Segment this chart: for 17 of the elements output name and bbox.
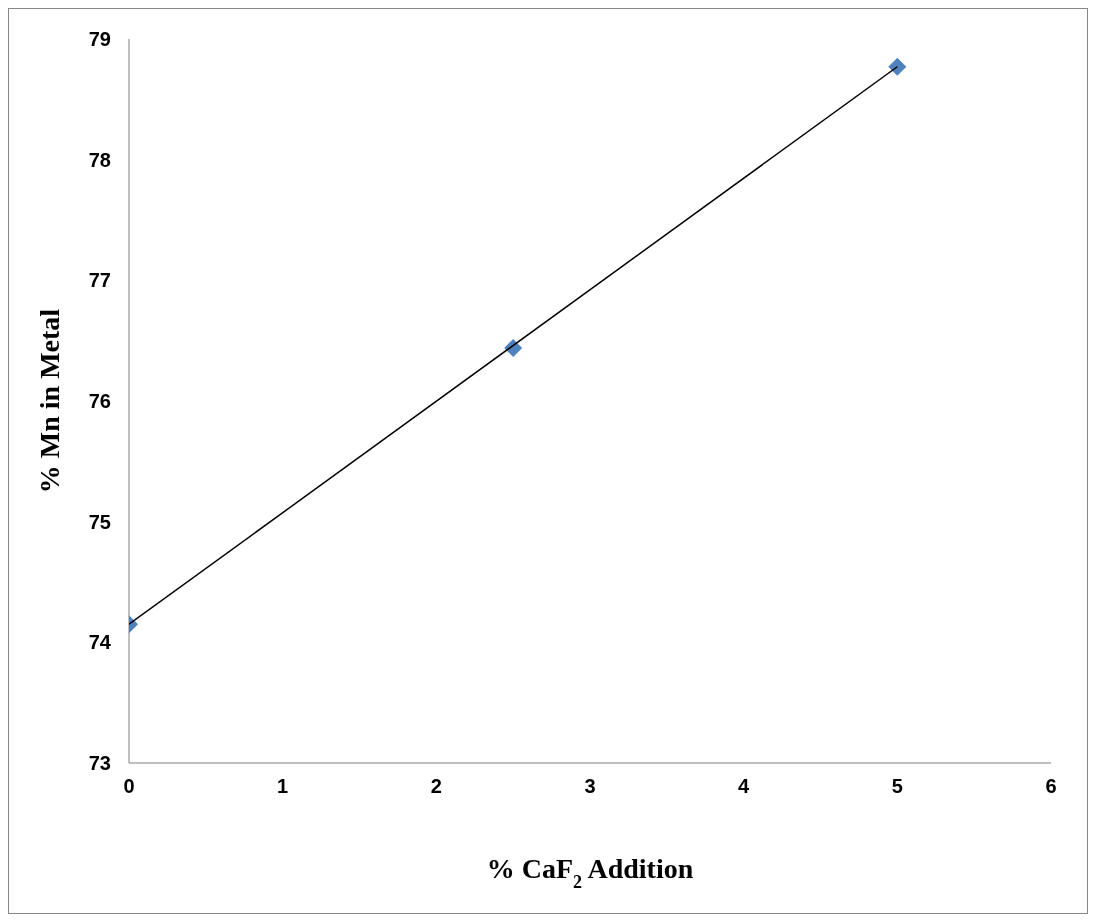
y-axis-title: % Mn in Metal [34, 308, 65, 494]
x-axis-title: % CaF$_{2}$ Addition [486, 853, 694, 892]
x-tick-label: 1 [277, 775, 289, 798]
x-tick-label: 0 [123, 775, 135, 798]
y-tick-label: 77 [88, 269, 111, 292]
y-tick-label: 76 [88, 390, 111, 413]
x-tick-label: 3 [584, 775, 596, 798]
y-tick-label: 79 [88, 28, 111, 51]
y-tick-label: 73 [88, 752, 111, 775]
x-tick-label: 4 [738, 775, 751, 798]
point [888, 57, 907, 76]
x-tick-label: 5 [891, 775, 903, 798]
y-tick-label: 78 [88, 148, 111, 171]
y-tick-label: 74 [88, 631, 112, 654]
y-tick-label: 75 [88, 510, 111, 533]
x-tick-label: 2 [430, 775, 442, 798]
x-tick-label: 6 [1045, 775, 1057, 798]
